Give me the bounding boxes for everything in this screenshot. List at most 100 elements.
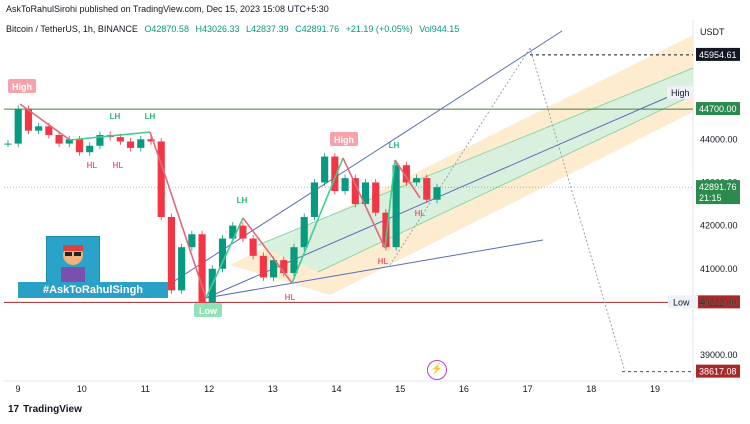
zigzag-segment	[394, 159, 421, 199]
candle-body	[4, 143, 12, 145]
candle-body	[188, 234, 196, 248]
annotation-box	[8, 79, 36, 93]
price-label-box	[696, 47, 740, 61]
annotation-label: High	[334, 135, 354, 145]
y-tick-label: 42000.00	[700, 221, 738, 231]
x-tick-label: 15	[395, 384, 405, 394]
price-label: 40222.00	[699, 297, 737, 307]
currency-label[interactable]: USDT	[700, 27, 725, 37]
price-label: 45954.61	[699, 50, 737, 60]
candle-body	[86, 145, 94, 153]
annotation-label: HL	[285, 293, 296, 302]
tradingview-logo-icon: 17	[8, 404, 20, 415]
candle-body	[310, 182, 319, 217]
candle-body	[402, 165, 410, 183]
candle-body	[382, 212, 390, 248]
candle-body	[147, 139, 155, 142]
candle-body	[412, 178, 421, 183]
y-tick-label: 39000.00	[700, 350, 738, 360]
author-badge: #AskToRahulSingh	[18, 236, 168, 298]
volume-value: Vol944.15	[419, 24, 460, 34]
candle-body	[198, 234, 206, 303]
candle-body	[239, 225, 247, 239]
price-label-box	[696, 364, 740, 378]
annotation-box	[194, 303, 222, 317]
annotation-label: LH	[237, 196, 248, 205]
candle-body	[300, 216, 308, 248]
candle-body	[167, 216, 176, 291]
candle-body	[126, 141, 135, 148]
channel-green-band	[258, 68, 693, 272]
close-value: C42891.76	[295, 24, 340, 34]
candle-body	[229, 225, 237, 239]
candle-body	[65, 139, 73, 144]
y-tick-label: 44000.00	[700, 134, 738, 144]
candle-body	[269, 260, 278, 278]
annotation-label: LH	[145, 112, 156, 121]
rocket-icon[interactable]: ⚡	[427, 360, 447, 380]
candle-body	[14, 109, 22, 144]
x-tick-label: 10	[77, 384, 87, 394]
annotation-box	[330, 132, 358, 146]
tradingview-footer: 17 TradingView	[8, 404, 82, 415]
x-tick-label: 12	[204, 384, 214, 394]
annotation-label: LH	[110, 112, 121, 121]
candle-body	[116, 137, 124, 142]
candle-body	[45, 126, 53, 135]
annotation-label: HL	[378, 257, 389, 266]
price-label: 44700.00	[699, 104, 737, 114]
annotation-label: LH	[389, 141, 400, 150]
candle-body	[75, 139, 84, 153]
candle-body	[290, 247, 298, 274]
candle-body	[331, 156, 339, 192]
zigzag-segment	[205, 217, 244, 299]
candle-body	[55, 134, 63, 144]
candle-body	[249, 238, 257, 256]
annotation-label: Low	[199, 306, 218, 316]
candle-body	[392, 165, 400, 248]
channel-green-lower	[317, 94, 694, 273]
price-label-box	[696, 295, 740, 309]
price-label-box	[696, 102, 740, 116]
candle-body	[433, 187, 441, 200]
zigzag-segment	[69, 131, 151, 141]
projection-down-path	[529, 47, 626, 373]
channel-upper-line	[147, 30, 563, 299]
open-value: O42870.58	[144, 24, 189, 34]
candle-body	[361, 182, 370, 205]
tradingview-brand: TradingView	[23, 404, 82, 415]
annotation-label: HL	[113, 161, 124, 170]
author-tag: #AskToRahulSingh	[18, 282, 168, 298]
x-tick-label: 18	[586, 384, 596, 394]
candle-body	[137, 139, 145, 148]
candle-body	[341, 178, 349, 192]
x-tick-label: 14	[331, 384, 341, 394]
candle-body	[218, 238, 227, 269]
candle-body	[178, 247, 186, 291]
high-value: H43026.33	[195, 24, 240, 34]
candle-body	[423, 178, 431, 200]
candle-body	[351, 178, 359, 205]
x-tick-label: 9	[15, 384, 20, 394]
zigzag-segment	[384, 159, 396, 249]
channel-green-upper	[257, 67, 694, 246]
candle-body	[280, 260, 288, 274]
line-label-high: High	[671, 88, 690, 98]
zigzag-segment	[149, 131, 166, 176]
avatar	[46, 236, 100, 284]
line-label-box	[667, 86, 693, 99]
symbol-legend: Bitcoin / TetherUS, 1h, BINANCE O42870.5…	[6, 24, 459, 34]
price-label-time: 21:15	[699, 193, 722, 203]
publisher-header: AskToRahulSirohi published on TradingVie…	[6, 4, 329, 14]
candle-body	[24, 109, 33, 131]
line-label-box	[668, 295, 698, 309]
zigzag-segment	[291, 157, 344, 284]
annotation-label: High	[12, 82, 32, 92]
price-label-box	[696, 180, 740, 205]
x-tick-label: 13	[268, 384, 278, 394]
price-label: 40222.00	[699, 297, 737, 307]
annotation-label: HL	[87, 161, 98, 170]
price-label: 42891.76	[699, 182, 737, 192]
candle-body	[35, 126, 43, 131]
